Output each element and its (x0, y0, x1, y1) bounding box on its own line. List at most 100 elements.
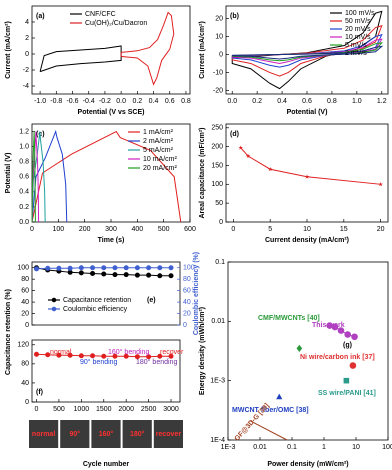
legend-label: Capacitance retention (63, 297, 131, 304)
data-point (343, 377, 350, 384)
y-tick-label: -4 (23, 83, 29, 90)
x-axis-label: Power density (mW/cm²) (267, 461, 348, 468)
photo (60, 420, 90, 448)
data-point (337, 327, 345, 334)
data-point (378, 181, 383, 187)
y-tick-label: 60 (21, 287, 29, 294)
y-tick-label: 100 (211, 181, 223, 188)
x-axis-label: Potential (V vs SCE) (78, 109, 145, 116)
x-tick-label: -0.6 (66, 98, 78, 105)
x-tick-label: 0.8 (181, 98, 191, 105)
x-tick-label: 0.6 (165, 98, 175, 105)
y-tick-label: 0.01 (211, 318, 225, 325)
series-line (31, 129, 68, 223)
data-point (344, 331, 351, 338)
plot-frame (31, 261, 181, 326)
panel-label: (d) (230, 131, 239, 138)
point-label: MWCNT fiber/OMC [38] (232, 407, 309, 414)
legend-label: 20 mV/s (345, 26, 371, 33)
data-point (168, 353, 174, 359)
annotation: normal (50, 349, 72, 356)
photo (29, 420, 59, 448)
y-tick-label: 0.1 (215, 259, 225, 266)
plot-frame (31, 5, 191, 95)
y-tick-label: 0.6 (19, 174, 29, 181)
data-point (90, 270, 96, 276)
data-point (45, 352, 51, 358)
data-point (168, 273, 174, 279)
x-tick-label: 1.2 (377, 98, 387, 105)
x-tick-label: 1500 (96, 406, 112, 413)
data-point (349, 362, 357, 369)
x-tick-label: 400 (131, 226, 143, 233)
point-label: Ni wire/carbon ink [37] (300, 354, 375, 361)
legend-label: 50 mV/s (345, 18, 371, 25)
legend-label: Cu(OH)₂/Cu/Dacron (85, 20, 147, 27)
y2-tick-label: 20 (183, 310, 191, 317)
data-point (101, 265, 107, 271)
x-tick-label: 600 (184, 226, 196, 233)
x-tick-label: 300 (105, 226, 117, 233)
data-point (101, 271, 107, 277)
x-tick-label: 0 (35, 406, 39, 413)
legend-label: 5 mV/s (345, 42, 367, 49)
series-line (250, 420, 288, 441)
legend-label: 2 mA/cm² (143, 138, 174, 145)
y-tick-label: 0.0 (19, 219, 29, 226)
y-tick-label: 0 (25, 51, 29, 58)
data-point (112, 265, 118, 271)
x-tick-label: 100 (52, 226, 64, 233)
x-tick-label: 10 (352, 444, 360, 451)
y-axis-label: Capacitance retention (%) (5, 289, 12, 375)
data-point (45, 265, 51, 271)
y-tick-label: 1.0 (19, 143, 29, 150)
y-tick-label: 0 (25, 399, 29, 406)
legend-label: CNF/CFC (85, 11, 116, 18)
photo-label: recover (156, 431, 182, 438)
legend-label: 100 mV/s (345, 10, 375, 17)
y-axis-label: Energy density (mWh/cm²) (199, 307, 206, 395)
x-tick-label: 5 (268, 226, 272, 233)
panel-label: (a) (36, 13, 45, 20)
y-tick-label: 0.8 (19, 159, 29, 166)
x-tick-label: 1 (322, 444, 326, 451)
y-tick-label: 40 (21, 299, 29, 306)
x-tick-label: 0.4 (149, 98, 159, 105)
data-point (276, 393, 283, 400)
y-tick-label: 80 (21, 361, 29, 368)
series-line (31, 131, 46, 223)
y2-axis-label: Coulombic efficiency (%) (193, 252, 200, 335)
series-line (231, 25, 383, 77)
series-line (31, 130, 182, 223)
legend-label: 2 mV/s (345, 50, 367, 57)
x-tick-label: 0.2 (252, 98, 262, 105)
data-point (56, 265, 62, 271)
y-axis-label: Current (mA/cm²) (199, 21, 206, 79)
data-point (90, 265, 96, 271)
y-tick-label: 20 (215, 15, 223, 22)
point-label: SS wire/PANI [41] (318, 390, 376, 397)
data-point (245, 153, 251, 158)
y-tick-label: 20 (21, 310, 29, 317)
legend-label: 20 mA/cm² (143, 165, 178, 172)
y2-tick-label: 60 (183, 287, 191, 294)
y-tick-label: 1E-4 (210, 437, 225, 444)
data-point (134, 272, 140, 278)
data-point (33, 351, 39, 357)
y-axis-label: Potential (V) (5, 153, 12, 194)
data-point (168, 265, 174, 271)
y-tick-label: 1E-3 (210, 378, 225, 385)
x-tick-label: 15 (340, 226, 348, 233)
data-point (146, 265, 152, 271)
x-tick-label: 1.0 (352, 98, 362, 105)
plot-frame (227, 261, 389, 441)
x-tick-label: -0.4 (83, 98, 95, 105)
x-tick-label: 0 (30, 226, 34, 233)
series-line (120, 11, 175, 86)
photo (153, 420, 183, 448)
data-point (123, 353, 129, 359)
y-tick-label: 0.4 (19, 189, 29, 196)
data-point (134, 265, 140, 271)
annotation: recover (160, 349, 184, 356)
y-tick-label: 120 (17, 342, 29, 349)
